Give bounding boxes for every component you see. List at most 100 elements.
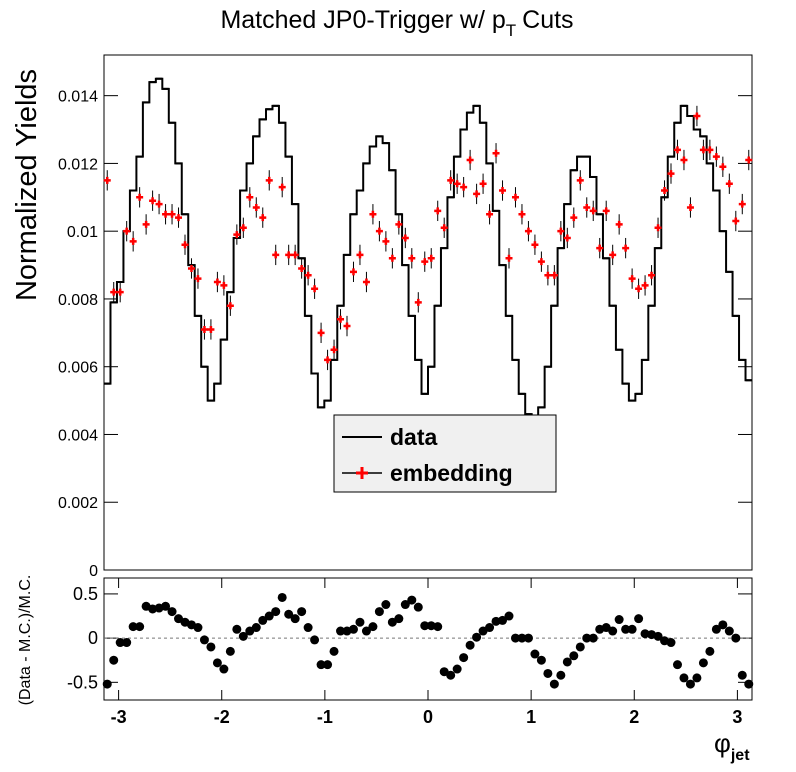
point: [627, 624, 637, 634]
chart-title: Matched JP0-Trigger w/ pT Cuts: [220, 6, 573, 40]
point: [400, 600, 410, 610]
point: [220, 281, 228, 289]
point: [219, 664, 229, 674]
point: [246, 193, 254, 201]
point: [446, 670, 456, 680]
x-tick-label: -2: [214, 707, 230, 727]
point: [667, 170, 675, 178]
point: [641, 281, 649, 289]
point: [466, 156, 474, 164]
point: [317, 329, 325, 337]
point: [698, 658, 708, 668]
point: [212, 658, 222, 668]
point: [401, 234, 409, 242]
point: [536, 655, 546, 665]
point: [142, 220, 150, 228]
point: [706, 146, 714, 154]
x-tick-label: -3: [111, 707, 127, 727]
point: [524, 227, 532, 235]
point: [737, 670, 747, 680]
point: [155, 200, 163, 208]
point: [672, 660, 682, 670]
point: [388, 254, 396, 262]
point: [745, 156, 753, 164]
point: [116, 288, 124, 296]
y-tick-label: 0.004: [58, 427, 98, 444]
point: [122, 638, 132, 648]
point: [725, 180, 733, 188]
point: [135, 622, 145, 632]
point: [628, 275, 636, 283]
point: [303, 623, 313, 633]
legend-label: data: [390, 424, 438, 450]
point: [556, 670, 566, 680]
point: [705, 646, 715, 656]
point: [661, 187, 669, 195]
x-tick-label: 1: [526, 707, 536, 727]
point: [149, 197, 157, 205]
point: [310, 635, 320, 645]
point: [596, 244, 604, 252]
x-tick-label: 3: [732, 707, 742, 727]
point: [277, 592, 287, 602]
point: [258, 615, 268, 625]
point: [472, 632, 482, 642]
point: [511, 193, 519, 201]
point: [615, 220, 623, 228]
point: [666, 638, 676, 648]
point: [602, 207, 610, 215]
point: [608, 626, 618, 636]
point: [543, 668, 553, 678]
ratio-y-axis-label: (Data - M.C.)/M.C.: [17, 575, 34, 706]
point: [225, 646, 235, 656]
point: [576, 176, 584, 184]
point: [349, 268, 357, 276]
point: [330, 346, 338, 354]
point: [394, 614, 404, 624]
point: [136, 193, 144, 201]
y-tick-label: 0: [88, 628, 98, 648]
point: [634, 614, 644, 624]
point: [232, 624, 242, 634]
point: [459, 653, 469, 663]
point: [369, 210, 377, 218]
point: [499, 187, 507, 195]
point: [324, 356, 332, 364]
point: [316, 660, 326, 670]
point: [161, 601, 171, 611]
point: [381, 600, 391, 610]
point: [562, 657, 572, 667]
point: [635, 285, 643, 293]
y-tick-label: 0: [89, 563, 98, 580]
point: [348, 624, 358, 634]
point: [588, 633, 598, 643]
point: [168, 210, 176, 218]
point: [570, 214, 578, 222]
point: [323, 660, 333, 670]
x-tick-label: 2: [629, 707, 639, 727]
point: [518, 210, 526, 218]
point: [181, 241, 189, 249]
point: [673, 146, 681, 154]
point: [582, 633, 592, 643]
y-tick-label: -0.5: [67, 672, 98, 692]
y-axis-label: Normalized Yields: [11, 69, 43, 301]
point: [654, 224, 662, 232]
point: [544, 271, 552, 279]
point: [336, 626, 346, 636]
legend-label: embedding: [390, 460, 513, 486]
point: [719, 163, 727, 171]
point: [575, 642, 585, 652]
point: [233, 231, 241, 239]
point: [226, 302, 234, 310]
x-label-main: φ: [714, 728, 731, 758]
y-tick-label: 0.002: [58, 495, 98, 512]
y-tick-label: 0.01: [67, 224, 98, 241]
point: [375, 227, 383, 235]
y-tick-label: 0.012: [58, 156, 98, 173]
legend-swatch: [356, 467, 368, 479]
point: [452, 664, 462, 674]
point: [129, 237, 137, 245]
point: [609, 251, 617, 259]
point: [272, 251, 280, 259]
